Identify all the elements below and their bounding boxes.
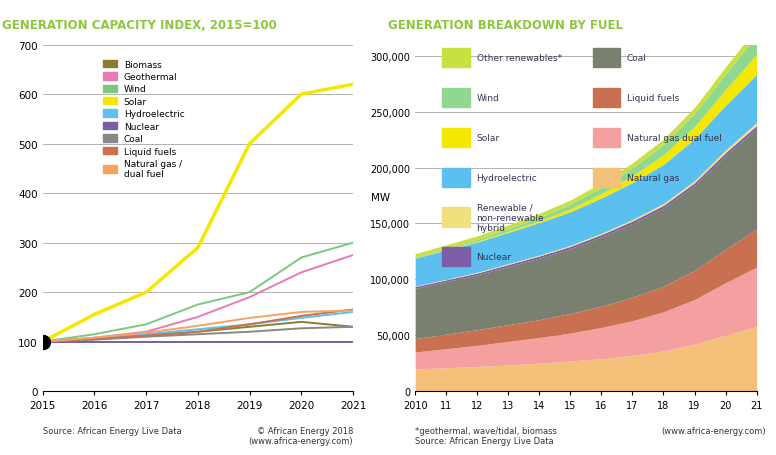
Text: Natural gas dual fuel: Natural gas dual fuel xyxy=(627,133,722,142)
Text: Nuclear: Nuclear xyxy=(476,253,511,262)
FancyBboxPatch shape xyxy=(442,128,469,147)
Text: Renewable /
non-renewable
hybrid: Renewable / non-renewable hybrid xyxy=(476,202,544,233)
Text: Liquid fuels: Liquid fuels xyxy=(627,94,679,103)
Text: Wind: Wind xyxy=(476,94,500,103)
FancyBboxPatch shape xyxy=(442,248,469,267)
Text: MW: MW xyxy=(371,192,390,202)
FancyBboxPatch shape xyxy=(593,49,620,68)
FancyBboxPatch shape xyxy=(442,49,469,68)
FancyBboxPatch shape xyxy=(593,168,620,187)
FancyBboxPatch shape xyxy=(593,89,620,108)
FancyBboxPatch shape xyxy=(593,128,620,147)
Text: (www.africa-energy.com): (www.africa-energy.com) xyxy=(661,426,766,435)
Text: GENERATION BREAKDOWN BY FUEL: GENERATION BREAKDOWN BY FUEL xyxy=(388,19,623,32)
Text: Hydroelectric: Hydroelectric xyxy=(476,173,537,182)
FancyBboxPatch shape xyxy=(442,168,469,187)
Text: GENERATION CAPACITY INDEX, 2015=100: GENERATION CAPACITY INDEX, 2015=100 xyxy=(2,19,277,32)
Text: Natural gas: Natural gas xyxy=(627,173,679,182)
FancyBboxPatch shape xyxy=(442,208,469,227)
Text: Source: African Energy Live Data: Source: African Energy Live Data xyxy=(43,426,182,435)
Text: *geothermal, wave/tidal, biomass
Source: African Energy Live Data: *geothermal, wave/tidal, biomass Source:… xyxy=(415,426,557,445)
Text: Other renewables*: Other renewables* xyxy=(476,54,562,63)
FancyBboxPatch shape xyxy=(442,89,469,108)
Text: Coal: Coal xyxy=(627,54,646,63)
Text: Solar: Solar xyxy=(476,133,500,142)
Legend: Biomass, Geothermal, Wind, Solar, Hydroelectric, Nuclear, Coal, Liquid fuels, Na: Biomass, Geothermal, Wind, Solar, Hydroe… xyxy=(103,61,185,179)
Text: © African Energy 2018
(www.africa-energy.com): © African Energy 2018 (www.africa-energy… xyxy=(248,426,353,445)
